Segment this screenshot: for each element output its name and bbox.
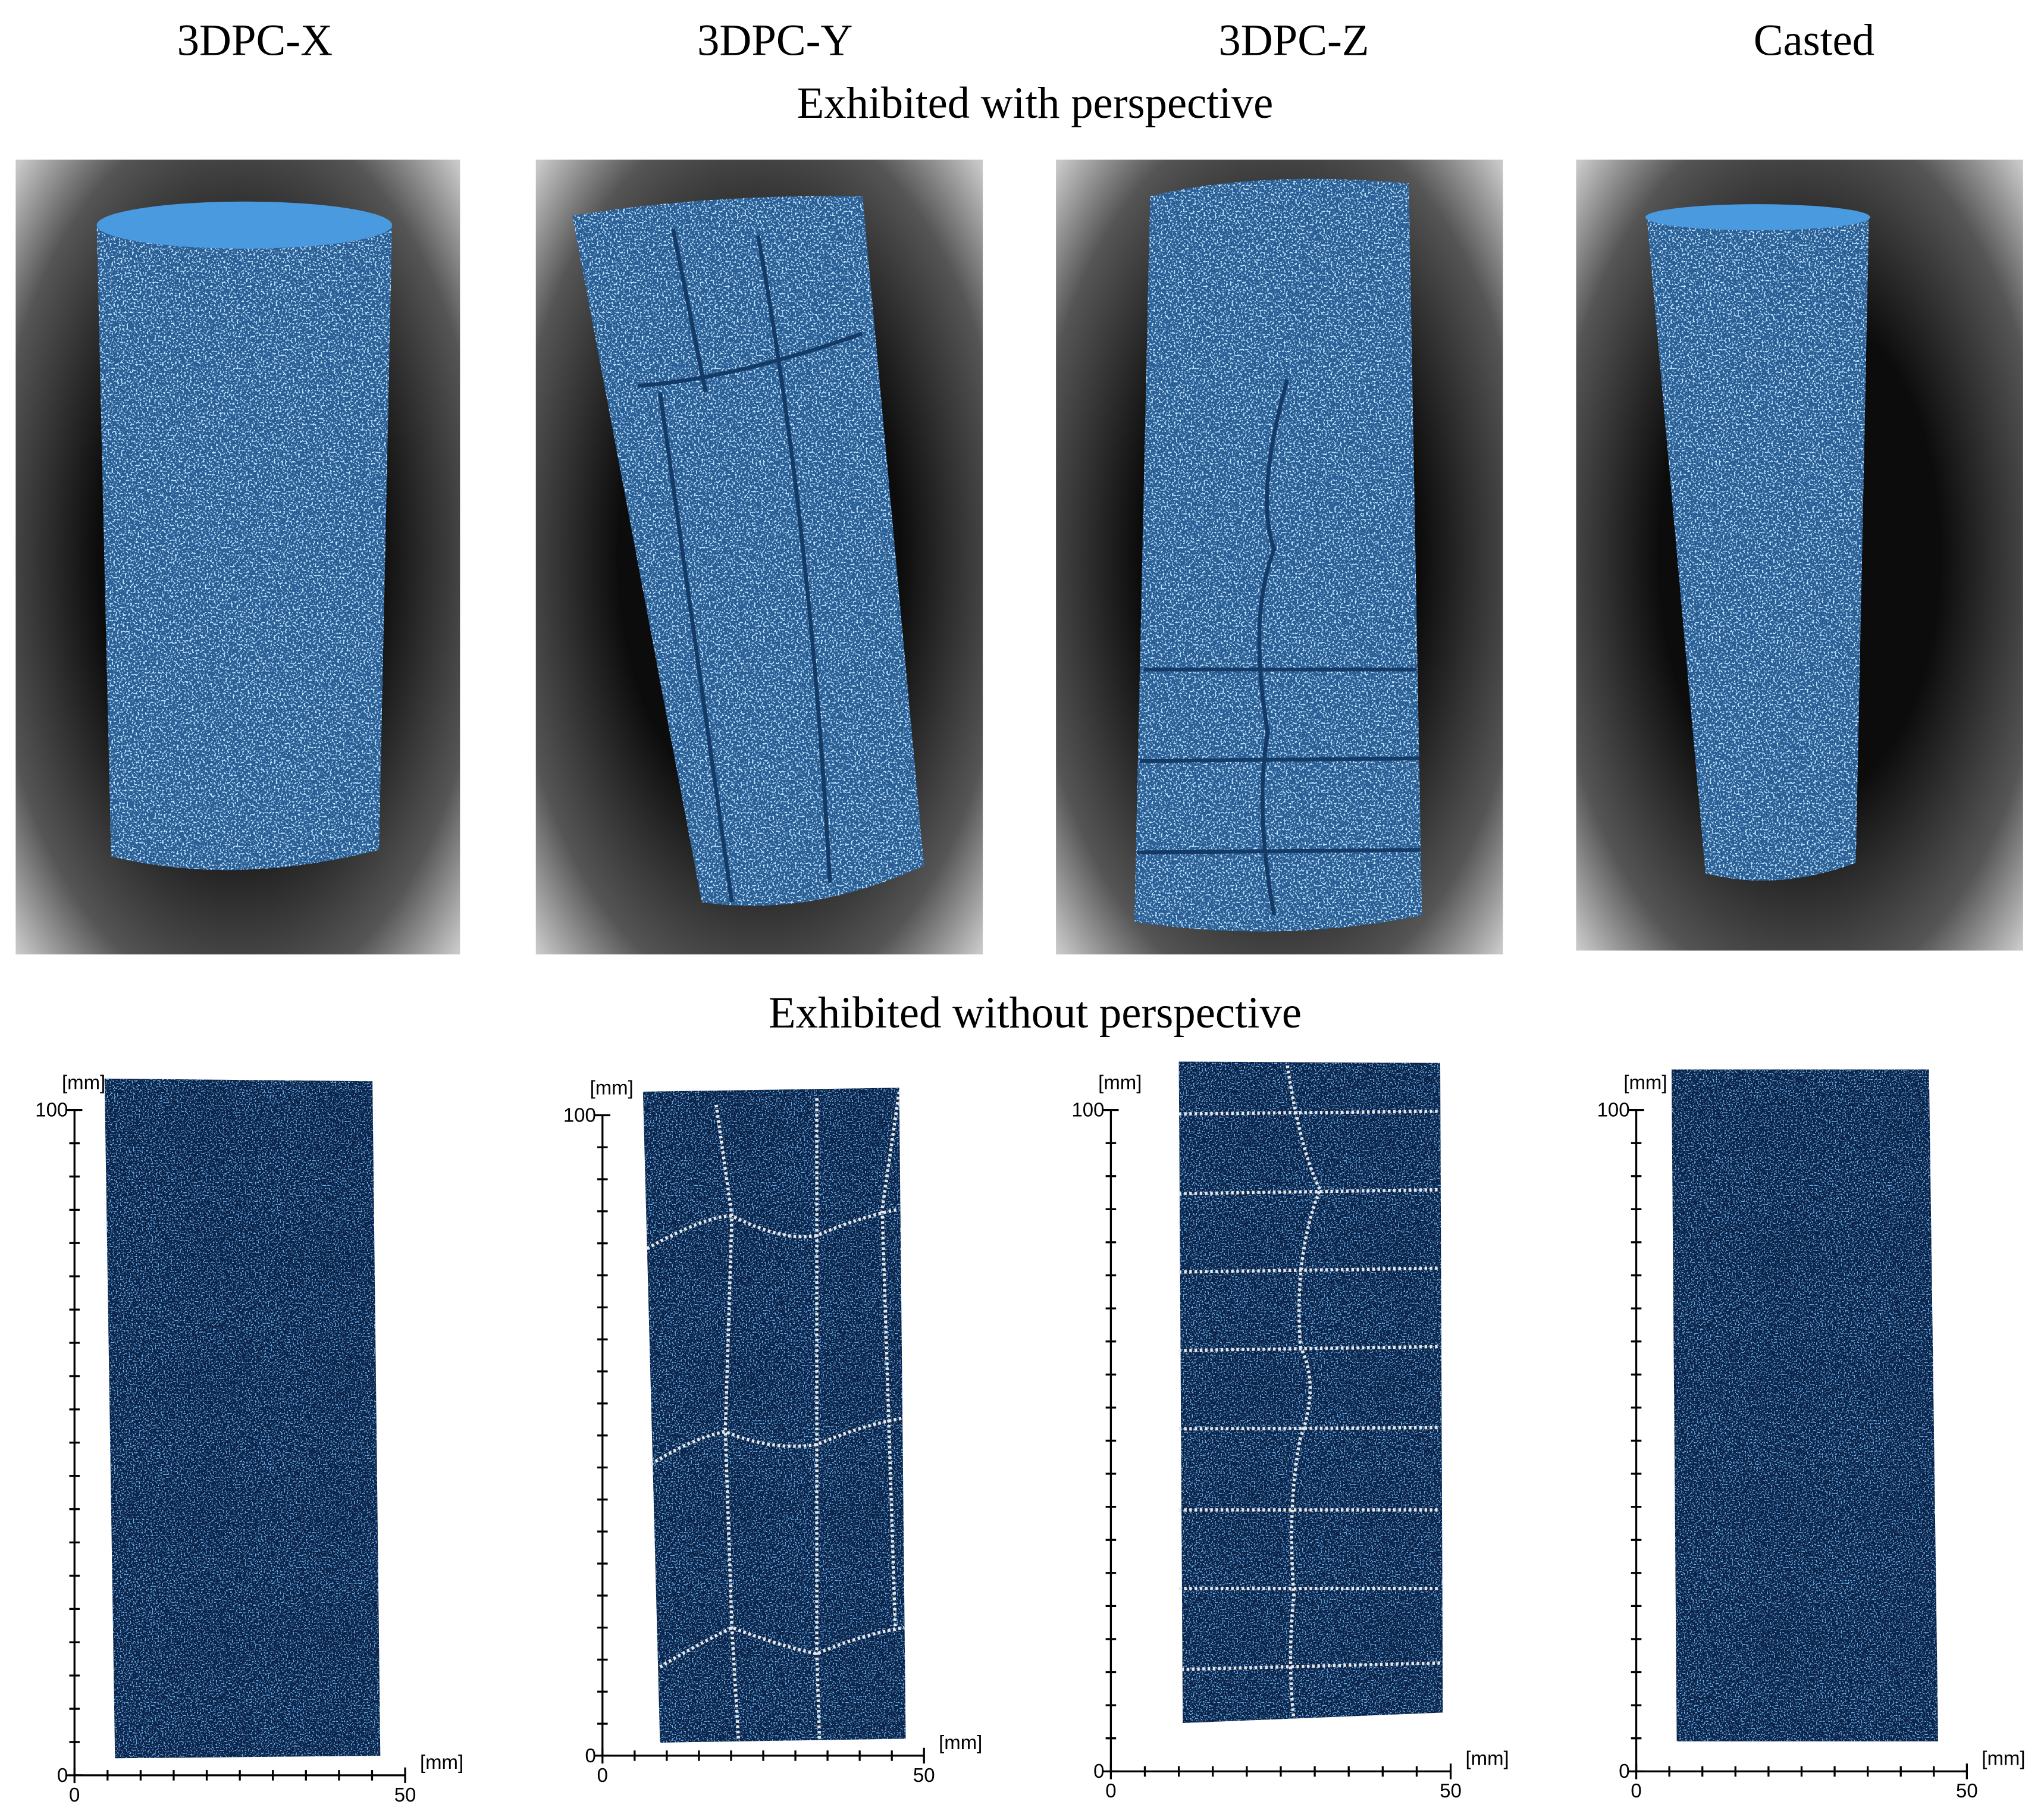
x-tick-label: 50 [913, 1764, 935, 1786]
x-tick-label: 50 [394, 1784, 416, 1806]
specimen-render [1134, 178, 1422, 932]
y-tick-label: 100 [1597, 1099, 1630, 1121]
column-title: 3DPC-X [177, 16, 333, 65]
y-axis-unit: [mm] [1623, 1071, 1667, 1093]
x-axis-unit: [mm] [1982, 1747, 2025, 1769]
x-tick-label: 0 [1631, 1780, 1641, 1802]
x-tick-label: 50 [1440, 1780, 1462, 1802]
column-title: 3DPC-Z [1218, 16, 1369, 65]
y-tick-label: 0 [57, 1764, 68, 1786]
specimen-render [1645, 204, 1870, 881]
x-tick-label: 50 [1956, 1780, 1978, 1802]
x-tick-label: 0 [1105, 1780, 1116, 1802]
x-tick-label: 0 [597, 1764, 608, 1786]
specimen-render [96, 201, 393, 870]
y-tick-label: 0 [585, 1744, 595, 1766]
x-axis-unit: [mm] [939, 1731, 982, 1753]
y-tick-label: 0 [1093, 1760, 1104, 1782]
specimen-slice [1178, 1061, 1443, 1723]
x-axis-unit: [mm] [420, 1751, 463, 1773]
x-axis-unit: [mm] [1466, 1747, 1509, 1769]
y-tick-label: 100 [35, 1099, 68, 1121]
specimen-render [572, 196, 924, 906]
y-tick-label: 100 [1071, 1099, 1104, 1121]
y-tick-label: 100 [563, 1104, 596, 1126]
x-tick-label: 0 [69, 1784, 80, 1806]
y-axis-unit: [mm] [1098, 1071, 1142, 1093]
column-title: 3DPC-Y [697, 16, 852, 65]
y-axis-unit: [mm] [590, 1076, 634, 1098]
specimen-slice [642, 1088, 906, 1743]
y-axis-unit: [mm] [62, 1071, 105, 1093]
column-title: Casted [1754, 16, 1874, 65]
specimen-slice [104, 1078, 381, 1759]
specimen-slice [1671, 1069, 1939, 1741]
row-title: Exhibited with perspective [797, 79, 1274, 128]
y-tick-label: 0 [1619, 1760, 1629, 1782]
row-title: Exhibited without perspective [769, 988, 1302, 1038]
